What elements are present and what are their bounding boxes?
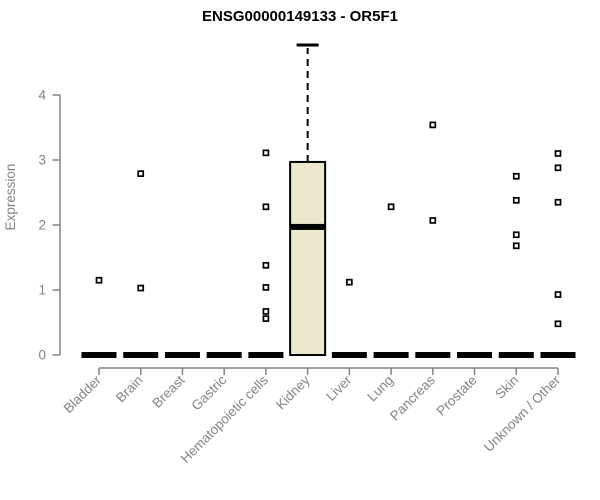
outlier-point bbox=[554, 320, 562, 328]
y-tick-label: 1 bbox=[38, 283, 46, 298]
collapsed-box bbox=[164, 352, 200, 358]
y-tick-label: 2 bbox=[38, 218, 46, 233]
x-tick-label: Skin bbox=[492, 373, 521, 402]
outlier-point bbox=[429, 121, 437, 129]
outlier-point bbox=[554, 164, 562, 172]
x-tick-label: Breast bbox=[149, 372, 187, 410]
x-tick-label: Lung bbox=[364, 373, 396, 405]
outlier-point bbox=[387, 203, 395, 211]
box bbox=[289, 160, 327, 356]
x-tick-label: Prostate bbox=[434, 373, 480, 419]
outlier-point bbox=[512, 172, 520, 180]
collapsed-box bbox=[373, 352, 409, 358]
outlier-point bbox=[262, 284, 270, 291]
collapsed-box bbox=[81, 352, 117, 358]
collapsed-box bbox=[206, 352, 242, 358]
chart-title: ENSG00000149133 - OR5F1 bbox=[202, 8, 398, 25]
x-tick-label: Pancreas bbox=[387, 372, 438, 423]
outlier-point bbox=[429, 217, 437, 224]
outlier-point bbox=[95, 276, 103, 284]
y-tick-label: 4 bbox=[38, 88, 46, 103]
collapsed-box bbox=[248, 352, 284, 358]
outlier-point bbox=[137, 284, 145, 292]
collapsed-box bbox=[540, 352, 576, 358]
outlier-point bbox=[512, 196, 520, 204]
outlier-point bbox=[262, 308, 270, 315]
outlier-point bbox=[512, 242, 520, 250]
outlier-point bbox=[262, 261, 270, 269]
outlier-point bbox=[262, 203, 270, 211]
collapsed-box bbox=[331, 352, 367, 358]
outlier-point bbox=[554, 150, 562, 157]
x-tick-label: Liver bbox=[323, 372, 355, 404]
collapsed-box bbox=[498, 352, 534, 358]
outlier-point bbox=[346, 278, 353, 286]
outlier-point bbox=[262, 149, 270, 157]
x-tick-label: Unknown / Other bbox=[481, 372, 564, 455]
x-tick-label: Bladder bbox=[61, 372, 105, 416]
collapsed-box bbox=[123, 352, 159, 358]
outlier-point bbox=[262, 315, 270, 322]
collapsed-box bbox=[415, 352, 451, 358]
x-tick-label: Kidney bbox=[273, 372, 313, 412]
x-tick-label: Gastric bbox=[188, 372, 229, 413]
y-tick-label: 3 bbox=[38, 153, 46, 168]
outlier-point bbox=[554, 291, 562, 298]
outlier-point bbox=[512, 231, 520, 239]
outlier-point bbox=[554, 198, 562, 206]
y-axis-title: Expression bbox=[3, 164, 18, 231]
outlier-point bbox=[137, 170, 145, 177]
x-tick-label: Brain bbox=[113, 373, 146, 406]
collapsed-box bbox=[457, 352, 493, 358]
y-tick-label: 0 bbox=[38, 348, 46, 363]
median-line bbox=[290, 223, 326, 230]
